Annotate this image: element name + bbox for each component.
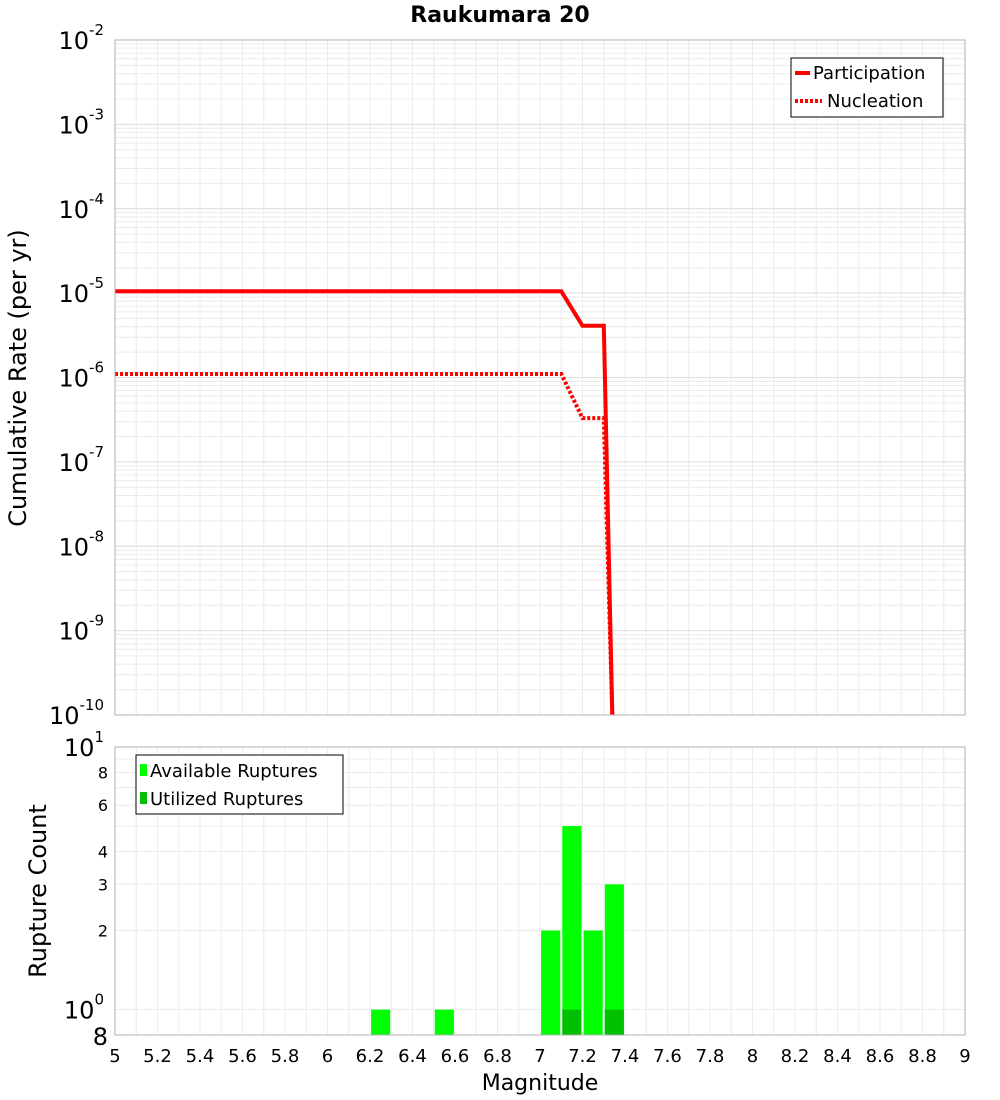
x-tick-label: 7 [534,1046,545,1067]
rate-legend-box [790,57,944,118]
x-tick-label: 7.2 [568,1046,597,1067]
rate-y-tick-label: 10-10 [49,696,104,730]
series-line-participation [115,289,615,716]
x-tick-label: 8.4 [823,1046,852,1067]
rate-plot-frame [114,39,966,716]
count-y-axis-label: Rupture Count [24,804,52,978]
x-tick-label: 6.8 [483,1046,512,1067]
count-y-tick-label-major: 100 [64,991,104,1025]
bar-available-ruptures [583,930,603,1035]
bar-available-ruptures [541,930,561,1035]
rate-legend: Participation Nucleation [790,57,944,118]
legend-utilized-swatch [140,792,147,804]
x-tick-label: 8.6 [866,1046,895,1067]
count-plot-bars [371,826,624,1035]
count-y-tick-label-minor: 4 [98,842,108,861]
bar-utilized-ruptures [604,1009,624,1035]
x-tick-label: 8.2 [781,1046,810,1067]
bar-available-ruptures [434,1009,454,1035]
bar-available-ruptures [562,826,582,1035]
count-plot-grid [114,746,966,1036]
count-y-tick-label-major: 101 [64,728,104,762]
rate-plot-grid [114,40,966,716]
magnitude-x-tick-labels: 5 5.2 5.4 5.6 5.8 6 6.2 6.4 6.6 6.8 7 7.2 7.4 7.6 7.8 8… [109,1046,970,1067]
series-line-nucleation [115,372,615,716]
rate-plot-lines [115,289,615,716]
x-tick-label: 5.8 [271,1046,300,1067]
rate-plot-panel: 10-2 10-3 10-4 10-5 10-6 10-7 10-8 10-9 10-10 Cu… [4,21,966,730]
rate-y-tick-label: 10-4 [58,190,104,224]
count-legend-box [135,754,344,815]
x-tick-label: 6.2 [356,1046,385,1067]
rate-y-tick-label: 10-3 [58,105,104,139]
count-y-tick-label-minor: 8 [98,763,108,782]
x-tick-label: 7.8 [696,1046,725,1067]
rate-y-tick-label: 10-6 [58,359,104,393]
bar-available-ruptures [604,884,624,1035]
rate-y-tick-labels: 10-2 10-3 10-4 10-5 10-6 10-7 10-8 10-9 10-10 [49,21,104,730]
x-tick-label: 6 [322,1046,333,1067]
bar-available-ruptures [371,1009,391,1035]
bar-utilized-ruptures [562,1009,582,1035]
rate-y-tick-label: 10-8 [58,527,104,561]
rate-y-axis-label: Cumulative Rate (per yr) [4,229,32,527]
count-y-tick-label-minor: 2 [98,922,108,941]
legend-available-swatch [140,764,147,776]
x-tick-label: 8 [747,1046,758,1067]
x-tick-label: 5.6 [228,1046,257,1067]
x-tick-label: 5 [109,1046,120,1067]
legend-participation-label: Participation [813,63,925,84]
count-y-tick-label-minor: 3 [98,875,108,894]
rate-y-tick-label: 10-2 [58,21,104,55]
count-y-tick-label-bottom: 8 [93,1023,108,1051]
count-plot-frame [114,746,966,1036]
x-tick-label: 5.2 [143,1046,172,1067]
rate-y-tick-label: 10-5 [58,274,104,308]
chart-title: Raukumara 20 [410,3,589,28]
x-tick-label: 7.6 [653,1046,682,1067]
legend-utilized-label: Utilized Ruptures [150,789,303,810]
x-tick-label: 5.4 [186,1046,215,1067]
rate-y-tick-label: 10-9 [58,612,104,646]
legend-available-label: Available Ruptures [150,761,318,782]
x-tick-label: 9 [959,1046,970,1067]
legend-nucleation-label: Nucleation [827,91,923,112]
magnitude-x-axis-label: Magnitude [482,1071,599,1096]
x-tick-label: 7.4 [611,1046,640,1067]
rate-y-tick-label: 10-7 [58,443,104,477]
count-y-tick-label-minor: 6 [98,796,108,815]
count-legend: Available Ruptures Utilized Ruptures [135,754,344,815]
x-tick-label: 6.4 [398,1046,427,1067]
x-tick-label: 6.6 [441,1046,470,1067]
x-tick-label: 8.8 [908,1046,937,1067]
